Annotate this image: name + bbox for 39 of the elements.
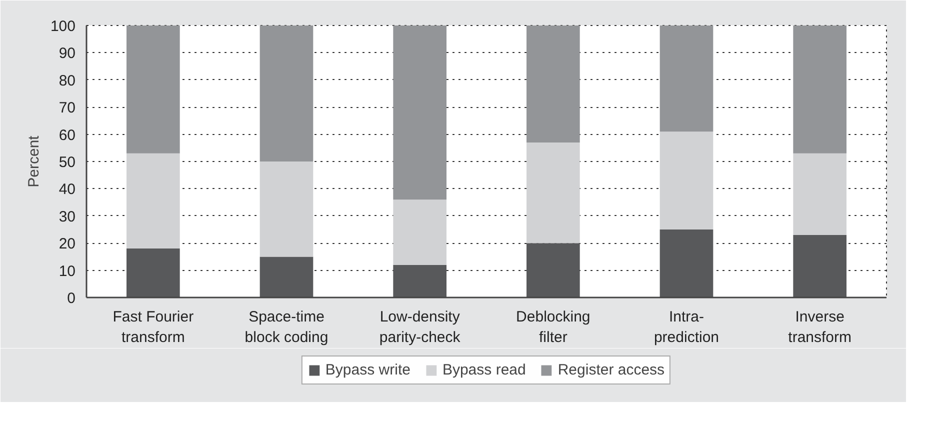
- x-tick-label: Intra-prediction: [654, 308, 720, 346]
- y-tick-label: 0: [67, 290, 76, 307]
- y-tick-label: 50: [58, 154, 76, 171]
- x-tick-label: Deblocking filter: [516, 308, 590, 346]
- bar: [393, 200, 446, 265]
- bar: [660, 230, 714, 298]
- bar: [126, 153, 180, 249]
- y-tick-label: 100: [50, 18, 76, 35]
- bar: [793, 26, 846, 154]
- x-tick-label: Low-density parity-check: [379, 308, 461, 346]
- y-tick-label: 60: [58, 126, 76, 144]
- y-tick-label: 40: [58, 181, 76, 198]
- y-tick-label: 90: [58, 45, 76, 62]
- bar: [660, 26, 714, 132]
- x-tick-label: Fast Fourier transform: [112, 308, 194, 346]
- bar: [526, 142, 580, 244]
- bar: [393, 26, 446, 200]
- y-tick-label: 20: [58, 236, 76, 253]
- x-tick-label: Space-time block coding: [244, 308, 328, 346]
- y-axis-title: Percent: [25, 134, 42, 188]
- bar: [126, 248, 180, 298]
- bar: [526, 243, 580, 298]
- y-tick-label: 10: [58, 262, 76, 280]
- legend-label: Register access: [558, 362, 665, 378]
- legend-label: Bypass read: [442, 362, 526, 378]
- bar: [793, 234, 846, 298]
- bar: [260, 162, 314, 257]
- y-tick-label: 80: [58, 72, 76, 90]
- legend-label: Bypass write: [325, 362, 410, 378]
- y-tick-label: 30: [58, 208, 76, 226]
- bar: [526, 26, 580, 142]
- bar: [126, 26, 180, 154]
- bar: [260, 26, 314, 162]
- x-tick-label: Inverse transform: [788, 308, 852, 346]
- bar: [393, 264, 446, 298]
- bar: [793, 153, 846, 235]
- bar: [660, 132, 714, 230]
- bar: [260, 256, 314, 298]
- y-tick-label: 70: [58, 100, 76, 117]
